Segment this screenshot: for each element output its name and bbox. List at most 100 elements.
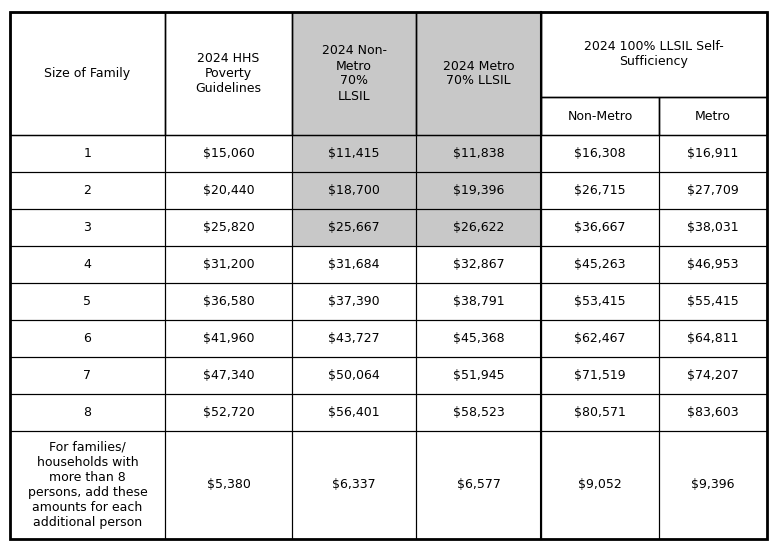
Bar: [541, 320, 659, 357]
Bar: [659, 394, 767, 431]
Bar: [416, 12, 541, 135]
Text: $56,401: $56,401: [328, 406, 380, 419]
Bar: [541, 431, 659, 539]
Bar: [416, 246, 541, 283]
Bar: [165, 320, 292, 357]
Text: $43,727: $43,727: [328, 332, 380, 345]
Bar: [292, 394, 416, 431]
Bar: [292, 135, 416, 172]
Text: $58,523: $58,523: [453, 406, 504, 419]
Text: $38,791: $38,791: [453, 295, 504, 308]
Bar: [165, 172, 292, 209]
Bar: [292, 357, 416, 394]
Bar: [10, 246, 165, 283]
Bar: [165, 320, 292, 357]
Text: For families/
households with
more than 8
persons, add these
amounts for each
ad: For families/ households with more than …: [28, 441, 148, 529]
Bar: [541, 431, 659, 539]
Text: $74,207: $74,207: [687, 369, 739, 382]
Text: 8: 8: [83, 406, 92, 419]
Text: $11,838: $11,838: [453, 147, 504, 160]
Text: $46,953: $46,953: [687, 258, 739, 271]
Bar: [165, 246, 292, 283]
Text: 2024 100% LLSIL Self-
Sufficiency: 2024 100% LLSIL Self- Sufficiency: [584, 41, 724, 68]
Bar: [416, 431, 541, 539]
Text: 2024 Non-
Metro
70%
LLSIL: 2024 Non- Metro 70% LLSIL: [322, 44, 386, 102]
Bar: [10, 357, 165, 394]
Bar: [416, 135, 541, 172]
Bar: [541, 357, 659, 394]
Text: $9,396: $9,396: [692, 479, 735, 492]
Bar: [416, 209, 541, 246]
Bar: [165, 394, 292, 431]
Bar: [292, 12, 416, 135]
Text: Metro: Metro: [695, 109, 731, 122]
Bar: [10, 283, 165, 320]
Text: 2024 HHS
Poverty
Guidelines: 2024 HHS Poverty Guidelines: [196, 52, 262, 95]
Bar: [10, 320, 165, 357]
Text: $6,577: $6,577: [457, 479, 500, 492]
Text: 7: 7: [83, 369, 92, 382]
Bar: [10, 394, 165, 431]
Text: $16,911: $16,911: [688, 147, 739, 160]
Bar: [416, 357, 541, 394]
Bar: [292, 172, 416, 209]
Bar: [541, 394, 659, 431]
Bar: [292, 246, 416, 283]
Bar: [165, 357, 292, 394]
Text: $18,700: $18,700: [328, 184, 380, 197]
Bar: [165, 283, 292, 320]
Bar: [659, 97, 767, 135]
Bar: [541, 172, 659, 209]
Bar: [541, 209, 659, 246]
Bar: [659, 209, 767, 246]
Bar: [659, 135, 767, 172]
Bar: [541, 135, 659, 172]
Text: $26,715: $26,715: [574, 184, 625, 197]
Bar: [659, 357, 767, 394]
Bar: [659, 172, 767, 209]
Text: $51,945: $51,945: [453, 369, 504, 382]
Bar: [292, 431, 416, 539]
Bar: [165, 12, 292, 135]
Text: 5: 5: [83, 295, 92, 308]
Text: $32,867: $32,867: [453, 258, 504, 271]
Bar: [659, 172, 767, 209]
Bar: [165, 209, 292, 246]
Bar: [10, 12, 165, 135]
Bar: [416, 246, 541, 283]
Text: $31,684: $31,684: [328, 258, 380, 271]
Bar: [541, 12, 767, 97]
Bar: [659, 209, 767, 246]
Bar: [292, 283, 416, 320]
Bar: [10, 12, 165, 135]
Text: 6: 6: [84, 332, 92, 345]
Text: $64,811: $64,811: [687, 332, 739, 345]
Bar: [10, 431, 165, 539]
Bar: [292, 320, 416, 357]
Text: $55,415: $55,415: [687, 295, 739, 308]
Bar: [541, 357, 659, 394]
Bar: [292, 209, 416, 246]
Text: $38,031: $38,031: [687, 221, 739, 234]
Bar: [541, 209, 659, 246]
Bar: [659, 283, 767, 320]
Bar: [416, 12, 541, 135]
Text: $50,064: $50,064: [328, 369, 380, 382]
Text: $45,368: $45,368: [453, 332, 504, 345]
Bar: [292, 320, 416, 357]
Bar: [292, 135, 416, 172]
Bar: [541, 135, 659, 172]
Text: $15,060: $15,060: [203, 147, 254, 160]
Bar: [416, 357, 541, 394]
Text: 2024 Metro
70% LLSIL: 2024 Metro 70% LLSIL: [443, 60, 514, 87]
Bar: [541, 283, 659, 320]
Bar: [416, 394, 541, 431]
Bar: [659, 431, 767, 539]
Bar: [165, 135, 292, 172]
Text: $26,622: $26,622: [453, 221, 504, 234]
Text: $80,571: $80,571: [574, 406, 626, 419]
Bar: [292, 283, 416, 320]
Bar: [10, 394, 165, 431]
Bar: [659, 97, 767, 135]
Bar: [10, 172, 165, 209]
